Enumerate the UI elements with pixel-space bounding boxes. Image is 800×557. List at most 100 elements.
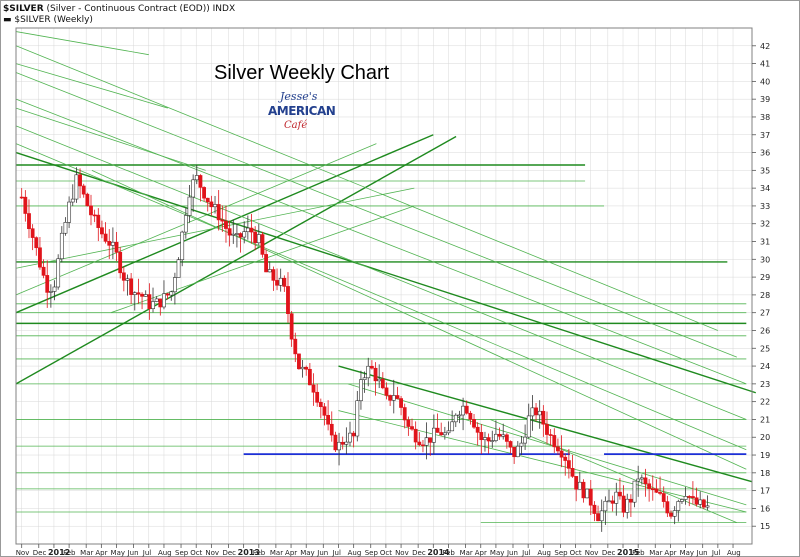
y-tick-label: 32 <box>760 220 770 229</box>
candle-down <box>282 277 287 287</box>
x-tick-label: Jun <box>127 549 139 557</box>
x-tick-label: Dec <box>412 549 426 557</box>
candle-down <box>410 426 414 430</box>
y-tick-label: 39 <box>760 95 770 104</box>
candle-up <box>432 427 436 443</box>
x-tick-label: Feb <box>632 549 645 557</box>
candle-down <box>621 495 626 513</box>
x-tick-label: May <box>490 549 504 557</box>
candle-up <box>242 231 247 238</box>
candle-down <box>100 227 104 235</box>
x-tick-label: Nov <box>16 549 30 557</box>
candle-up <box>366 365 371 379</box>
candle-down <box>373 367 378 382</box>
candle-down <box>566 460 571 469</box>
candle-down <box>304 366 309 370</box>
candle-down <box>421 444 425 447</box>
candle-down <box>238 233 243 238</box>
candle-down <box>694 497 699 505</box>
candle-down <box>286 286 290 314</box>
candle-up <box>48 291 53 293</box>
candle-down <box>596 513 600 522</box>
candle-up <box>683 496 688 500</box>
candle-down <box>202 187 206 199</box>
candle-down <box>198 175 203 188</box>
y-tick-label: 31 <box>760 238 770 247</box>
candle-down <box>165 293 170 296</box>
x-tick-label: 2015 <box>617 548 640 557</box>
candle-down <box>563 456 568 461</box>
candle-up <box>676 501 681 511</box>
candle-up <box>300 366 305 370</box>
candle-down <box>293 338 298 355</box>
symbol-description: (Silver - Continuous Contract (EOD)) IND… <box>43 4 236 14</box>
y-tick-label: 18 <box>760 469 770 478</box>
candle-down <box>475 426 480 433</box>
y-tick-label: 15 <box>760 522 770 531</box>
candle-up <box>176 259 181 278</box>
candle-down <box>118 251 123 274</box>
trend-line <box>15 98 747 385</box>
candle-up <box>162 293 166 308</box>
logo-line-3: Café <box>284 120 308 131</box>
candle-up <box>698 499 703 505</box>
x-tick-label: Sep <box>554 549 568 557</box>
candle-down <box>384 387 389 396</box>
y-tick-label: 25 <box>760 344 770 353</box>
x-tick-label: Dec <box>602 549 616 557</box>
candle-down <box>114 241 119 253</box>
candle-down <box>140 293 144 297</box>
candle-down <box>464 405 469 414</box>
candle-up <box>70 198 75 203</box>
candle-down <box>468 412 473 420</box>
candle-down <box>158 298 163 308</box>
candle-up <box>63 222 68 234</box>
candle-down <box>399 398 403 408</box>
candle-down <box>89 205 93 216</box>
candle-down <box>647 483 652 490</box>
candle-down <box>307 368 312 386</box>
candle-down <box>369 365 374 369</box>
candle-down <box>318 402 323 408</box>
x-tick-label: Oct <box>190 549 202 557</box>
y-tick-label: 38 <box>760 113 770 122</box>
x-tick-label: May <box>300 549 314 557</box>
candle-down <box>275 280 279 286</box>
y-tick-label: 24 <box>760 362 770 371</box>
x-tick-label: Aug <box>348 549 362 557</box>
candle-down <box>650 488 655 491</box>
candle-down <box>618 491 622 497</box>
y-tick-label: 26 <box>760 326 770 335</box>
candle-down <box>45 275 50 293</box>
x-tick-label: Apr <box>285 549 297 557</box>
candle-up <box>169 291 174 296</box>
candle-up <box>461 405 465 416</box>
x-tick-label: Oct <box>380 549 392 557</box>
candle-down <box>687 496 692 498</box>
candle-down <box>30 228 35 238</box>
candle-down <box>289 313 294 340</box>
candle-up <box>577 481 582 490</box>
x-tick-label: Feb <box>253 549 266 557</box>
candle-up <box>639 477 644 480</box>
candle-up <box>359 379 363 402</box>
candle-up <box>526 415 531 438</box>
candle-down <box>661 493 666 502</box>
candle-down <box>395 395 400 399</box>
symbol-label: $SILVER <box>3 4 44 14</box>
candle-down <box>581 481 586 499</box>
candle-up <box>180 231 185 261</box>
candle-up <box>424 437 429 446</box>
candle-up <box>151 301 155 310</box>
candle-down <box>121 272 126 281</box>
candle-up <box>501 434 506 437</box>
trend-line <box>110 205 415 314</box>
x-tick-label: Jun <box>696 549 708 557</box>
candle-down <box>297 353 301 370</box>
candle-up <box>599 510 604 522</box>
candle-up <box>267 269 272 273</box>
candle-down <box>658 492 662 494</box>
candle-up <box>537 410 542 416</box>
